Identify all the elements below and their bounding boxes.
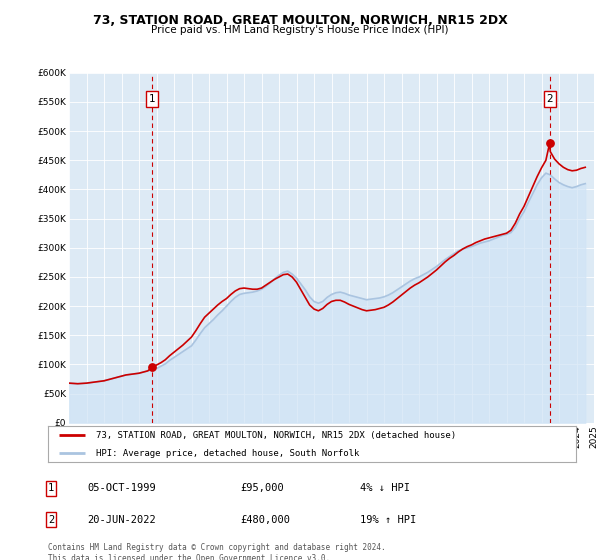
Text: 2: 2	[547, 94, 553, 104]
Text: 20-JUN-2022: 20-JUN-2022	[87, 515, 156, 525]
Text: Price paid vs. HM Land Registry's House Price Index (HPI): Price paid vs. HM Land Registry's House …	[151, 25, 449, 35]
Text: 05-OCT-1999: 05-OCT-1999	[87, 483, 156, 493]
Text: 73, STATION ROAD, GREAT MOULTON, NORWICH, NR15 2DX: 73, STATION ROAD, GREAT MOULTON, NORWICH…	[92, 14, 508, 27]
Text: 19% ↑ HPI: 19% ↑ HPI	[360, 515, 416, 525]
Text: Contains HM Land Registry data © Crown copyright and database right 2024.
This d: Contains HM Land Registry data © Crown c…	[48, 543, 386, 560]
Point	[148, 363, 157, 372]
Text: 1: 1	[48, 483, 54, 493]
Text: 2: 2	[48, 515, 54, 525]
Text: 1: 1	[149, 94, 155, 104]
Text: £95,000: £95,000	[240, 483, 284, 493]
Text: HPI: Average price, detached house, South Norfolk: HPI: Average price, detached house, Sout…	[95, 449, 359, 458]
Point	[545, 138, 554, 147]
Text: 4% ↓ HPI: 4% ↓ HPI	[360, 483, 410, 493]
Text: £480,000: £480,000	[240, 515, 290, 525]
Text: 73, STATION ROAD, GREAT MOULTON, NORWICH, NR15 2DX (detached house): 73, STATION ROAD, GREAT MOULTON, NORWICH…	[95, 431, 455, 440]
